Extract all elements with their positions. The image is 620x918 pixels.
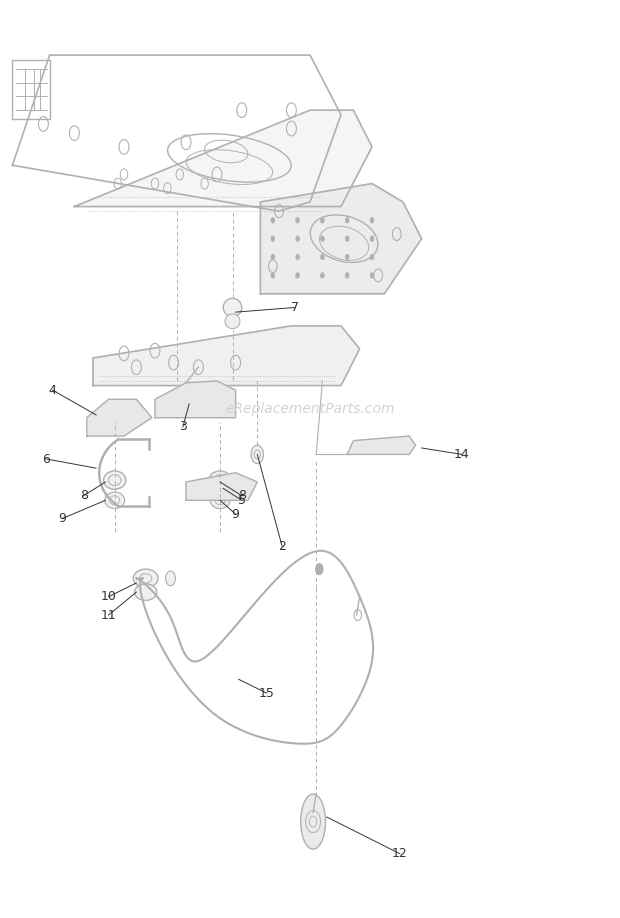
- Text: 2: 2: [278, 540, 286, 553]
- Circle shape: [370, 218, 374, 223]
- Circle shape: [316, 564, 323, 575]
- Circle shape: [296, 273, 299, 278]
- Text: 3: 3: [179, 420, 187, 433]
- Text: 9: 9: [58, 512, 66, 525]
- Circle shape: [321, 218, 324, 223]
- Circle shape: [345, 273, 349, 278]
- Polygon shape: [87, 399, 152, 436]
- Ellipse shape: [133, 569, 158, 588]
- Text: 7: 7: [291, 301, 298, 314]
- Circle shape: [296, 236, 299, 241]
- Circle shape: [370, 254, 374, 260]
- Circle shape: [251, 445, 264, 464]
- Text: 15: 15: [259, 687, 275, 700]
- Text: 4: 4: [49, 384, 56, 397]
- Circle shape: [296, 254, 299, 260]
- Circle shape: [321, 273, 324, 278]
- Text: 14: 14: [454, 448, 470, 461]
- Circle shape: [296, 218, 299, 223]
- Text: 8: 8: [80, 489, 87, 502]
- Circle shape: [345, 236, 349, 241]
- Circle shape: [271, 218, 275, 223]
- Ellipse shape: [301, 794, 326, 849]
- Circle shape: [345, 218, 349, 223]
- Ellipse shape: [223, 298, 242, 317]
- Polygon shape: [74, 110, 372, 207]
- Polygon shape: [347, 436, 415, 454]
- Ellipse shape: [135, 584, 157, 600]
- Circle shape: [345, 254, 349, 260]
- Circle shape: [166, 571, 175, 586]
- Text: 10: 10: [100, 590, 117, 603]
- Text: 12: 12: [392, 847, 408, 860]
- Circle shape: [271, 236, 275, 241]
- Circle shape: [370, 273, 374, 278]
- Polygon shape: [155, 381, 236, 418]
- Polygon shape: [93, 326, 360, 386]
- Text: 9: 9: [232, 508, 239, 521]
- Text: 6: 6: [43, 453, 50, 465]
- Ellipse shape: [104, 471, 126, 489]
- Polygon shape: [260, 184, 422, 294]
- Text: 8: 8: [238, 489, 246, 502]
- Text: eReplacementParts.com: eReplacementParts.com: [225, 401, 395, 416]
- Ellipse shape: [209, 471, 231, 489]
- Circle shape: [370, 236, 374, 241]
- Ellipse shape: [210, 492, 230, 509]
- Text: 11: 11: [100, 609, 117, 621]
- Circle shape: [271, 273, 275, 278]
- Polygon shape: [186, 473, 257, 500]
- Text: 5: 5: [238, 494, 246, 507]
- Circle shape: [271, 254, 275, 260]
- Circle shape: [321, 236, 324, 241]
- Ellipse shape: [105, 492, 125, 509]
- Ellipse shape: [225, 314, 240, 329]
- Circle shape: [321, 254, 324, 260]
